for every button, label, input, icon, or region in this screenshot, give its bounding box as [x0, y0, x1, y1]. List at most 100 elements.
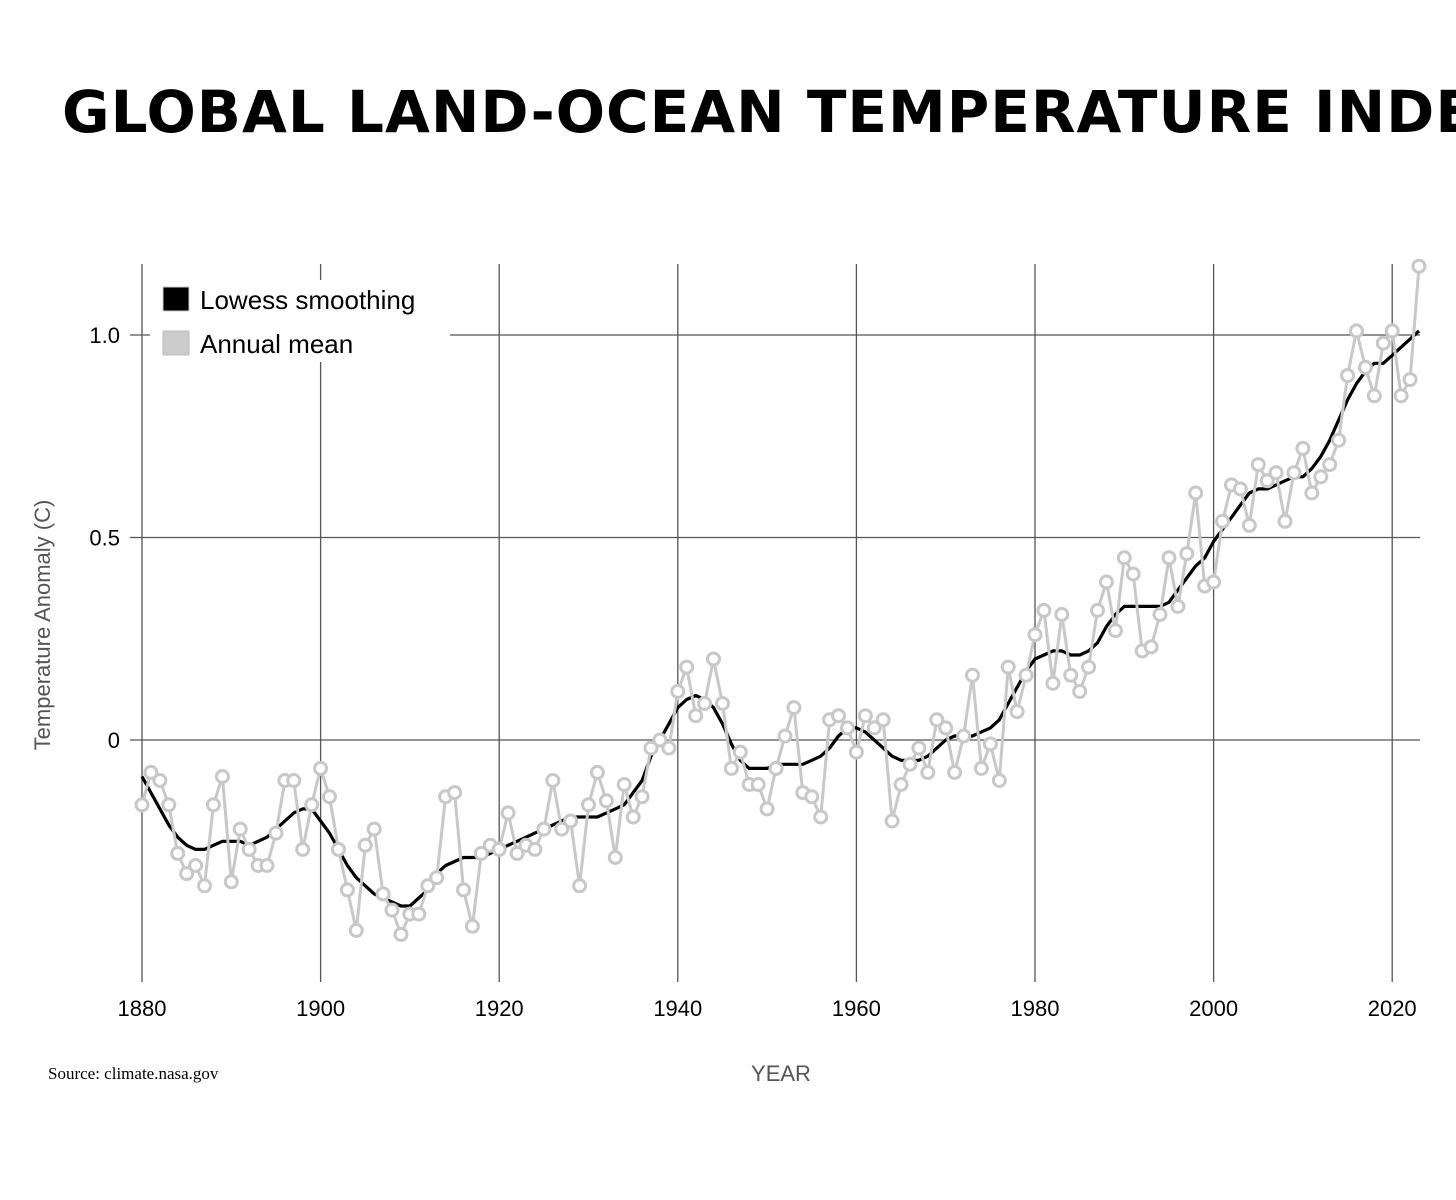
annual-mean-point — [706, 651, 721, 667]
annual-mean-point — [1250, 457, 1266, 473]
x-tick-label: 1920 — [475, 996, 524, 1021]
annual-mean-point — [456, 882, 471, 898]
x-tick-label: 2020 — [1368, 996, 1417, 1021]
annual-mean-point — [1009, 704, 1025, 720]
annual-mean-point — [1259, 473, 1275, 489]
annual-mean-point — [313, 760, 329, 776]
annual-mean-point — [1402, 372, 1418, 388]
annual-mean-point — [1188, 485, 1204, 501]
annual-mean-point — [1098, 574, 1114, 590]
legend-label-smoothing: Lowess smoothing — [200, 285, 415, 315]
x-tick-label: 1900 — [296, 996, 345, 1021]
annual-mean-point — [732, 744, 748, 760]
legend: Lowess smoothing Annual mean — [150, 280, 450, 362]
annual-mean-point — [947, 764, 963, 780]
annual-mean-point — [1357, 359, 1373, 375]
x-axis-label: YEAR — [751, 1061, 811, 1086]
annual-mean-point — [331, 841, 346, 857]
annual-mean-point — [866, 720, 882, 736]
annual-mean-point — [911, 740, 927, 756]
annual-mean-point — [286, 773, 302, 788]
legend-swatch-smoothing — [162, 286, 190, 312]
annual-mean-point — [1054, 607, 1070, 622]
annual-mean-point — [848, 744, 864, 760]
annual-mean-point — [786, 700, 802, 716]
annual-mean-point — [1045, 675, 1061, 691]
annual-mean-point — [598, 793, 614, 809]
annual-mean-point — [1018, 667, 1034, 683]
annual-mean-point — [473, 845, 489, 861]
annual-mean-point — [1000, 659, 1016, 675]
annual-mean-point — [1143, 639, 1159, 655]
y-axis-label: Temperature Anomaly (C) — [30, 500, 55, 751]
annual-mean-point — [679, 659, 695, 675]
annual-mean-point — [1366, 388, 1382, 404]
annual-mean-point — [1152, 607, 1168, 622]
annual-mean-point — [607, 850, 623, 865]
annual-mean-point — [929, 712, 945, 728]
annual-mean-point — [509, 845, 525, 861]
annual-mean-point — [589, 764, 605, 780]
annual-mean-point — [813, 809, 829, 825]
annual-mean-point — [152, 773, 168, 788]
annual-mean-point — [1215, 513, 1230, 529]
annual-mean-point — [643, 740, 659, 756]
annual-mean-point — [1340, 368, 1356, 383]
annual-mean-point — [938, 720, 954, 736]
annual-mean-point — [723, 760, 739, 776]
annual-mean-point — [214, 769, 230, 784]
annual-mean-point — [268, 825, 284, 841]
annual-mean-point — [1375, 335, 1391, 351]
annual-mean-point — [1331, 432, 1347, 448]
annual-mean-point — [920, 764, 936, 780]
annual-mean-point — [161, 797, 177, 813]
annual-mean-point — [973, 760, 989, 776]
annual-mean-point — [1286, 465, 1302, 481]
annual-mean-point — [170, 845, 186, 861]
annual-mean-point — [777, 728, 793, 744]
annual-mean-point — [688, 708, 704, 724]
annual-mean-point — [1277, 513, 1293, 529]
annual-mean-point — [339, 882, 355, 898]
annual-mean-point — [464, 918, 480, 934]
annual-mean-point — [197, 878, 212, 894]
annual-mean-point — [715, 696, 730, 711]
annual-mean-point — [1268, 465, 1284, 481]
x-tick-label: 2000 — [1189, 996, 1238, 1021]
annual-mean-point — [1107, 623, 1123, 639]
annual-mean-point — [1170, 598, 1186, 614]
annual-mean-point — [1393, 388, 1409, 404]
annual-mean-point — [241, 841, 257, 857]
annual-mean-point — [831, 708, 846, 724]
annual-mean-point — [536, 821, 552, 837]
annual-mean-point — [768, 760, 784, 776]
annual-mean-point — [491, 841, 507, 857]
annual-mean-point — [840, 720, 855, 736]
annual-mean-point — [982, 736, 998, 752]
x-tick-label: 1980 — [1011, 996, 1060, 1021]
annual-mean-point — [304, 797, 320, 813]
y-tick-label: 0.5 — [89, 526, 120, 551]
annual-mean-point — [223, 874, 239, 890]
legend-swatch-annual — [162, 330, 190, 356]
annual-mean-point — [1072, 683, 1088, 699]
annual-mean-point — [581, 797, 596, 813]
annual-mean-point — [1232, 481, 1248, 497]
annual-mean-point — [384, 902, 400, 918]
legend-background — [150, 280, 450, 362]
annual-mean-point — [500, 805, 516, 821]
annual-mean-point — [1349, 323, 1364, 339]
annual-mean-point — [804, 789, 820, 805]
annual-mean-point — [259, 858, 275, 873]
annual-mean-point — [179, 866, 195, 882]
annual-mean-point — [1304, 485, 1320, 501]
annual-mean-point — [357, 837, 373, 853]
annual-mean-point — [1313, 469, 1329, 485]
y-tick-label: 0 — [108, 728, 120, 753]
annual-mean-point — [563, 813, 579, 829]
annual-mean-point — [1116, 550, 1132, 566]
annual-mean-point — [652, 732, 668, 748]
annual-mean-point — [697, 696, 713, 711]
annual-mean-point — [1322, 457, 1338, 473]
annual-mean-point — [1090, 602, 1105, 618]
